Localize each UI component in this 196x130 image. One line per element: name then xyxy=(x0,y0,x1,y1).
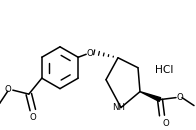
Text: O: O xyxy=(87,49,93,58)
Text: O: O xyxy=(177,93,184,102)
Text: O: O xyxy=(163,119,170,128)
Polygon shape xyxy=(140,92,161,101)
Text: NH: NH xyxy=(113,103,125,112)
Text: HCl: HCl xyxy=(155,65,173,75)
Text: O: O xyxy=(4,85,11,94)
Text: O: O xyxy=(29,113,36,122)
